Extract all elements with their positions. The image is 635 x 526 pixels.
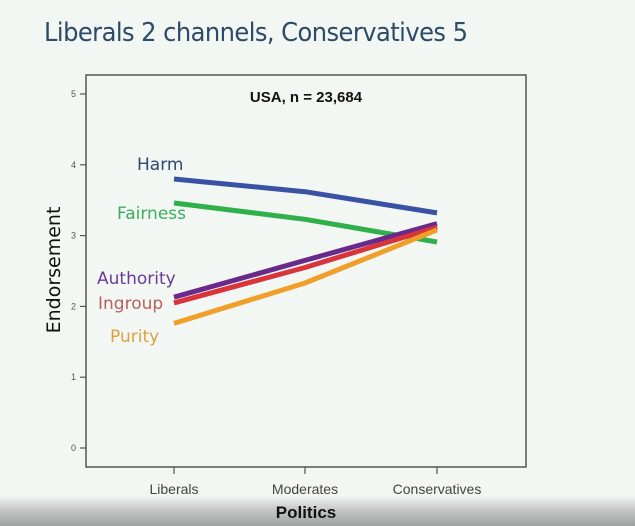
series-label-authority: Authority: [97, 269, 176, 289]
plot-frame: [85, 74, 527, 468]
series-labels: Harm Fairness Authority Ingroup Purity: [97, 155, 186, 347]
series-label-ingroup: Ingroup: [98, 294, 163, 314]
y-tick-label: 2: [71, 301, 76, 311]
series-label-harm: Harm: [137, 155, 183, 175]
x-tick-label: Liberals: [149, 481, 198, 497]
series-line-purity: [173, 227, 438, 326]
y-tick-label: 0: [71, 443, 76, 453]
y-tick-label: 5: [71, 89, 76, 99]
y-tick-label: 1: [71, 372, 76, 382]
slide-title: Liberals 2 channels, Conservatives 5: [44, 18, 468, 48]
series-lines: [173, 176, 438, 326]
y-tick-label: 3: [71, 231, 76, 241]
x-axis: Liberals Moderates Conservatives: [149, 467, 481, 497]
plot-title: USA, n = 23,684: [250, 89, 363, 106]
series-label-fairness: Fairness: [117, 204, 186, 224]
x-tick-label: Moderates: [272, 481, 338, 497]
series-line-harm: [173, 176, 438, 216]
y-tick-label: 4: [71, 160, 76, 170]
bottom-shade: [0, 496, 635, 526]
series-line-authority: [173, 221, 438, 300]
y-axis: 0 1 2 3 4 5: [71, 89, 86, 453]
series-line-ingroup: [173, 224, 438, 306]
x-tick-label: Conservatives: [393, 481, 482, 497]
x-axis-title: Politics: [276, 503, 336, 522]
series-label-purity: Purity: [110, 327, 159, 347]
y-axis-title: Endorsement: [43, 207, 65, 334]
